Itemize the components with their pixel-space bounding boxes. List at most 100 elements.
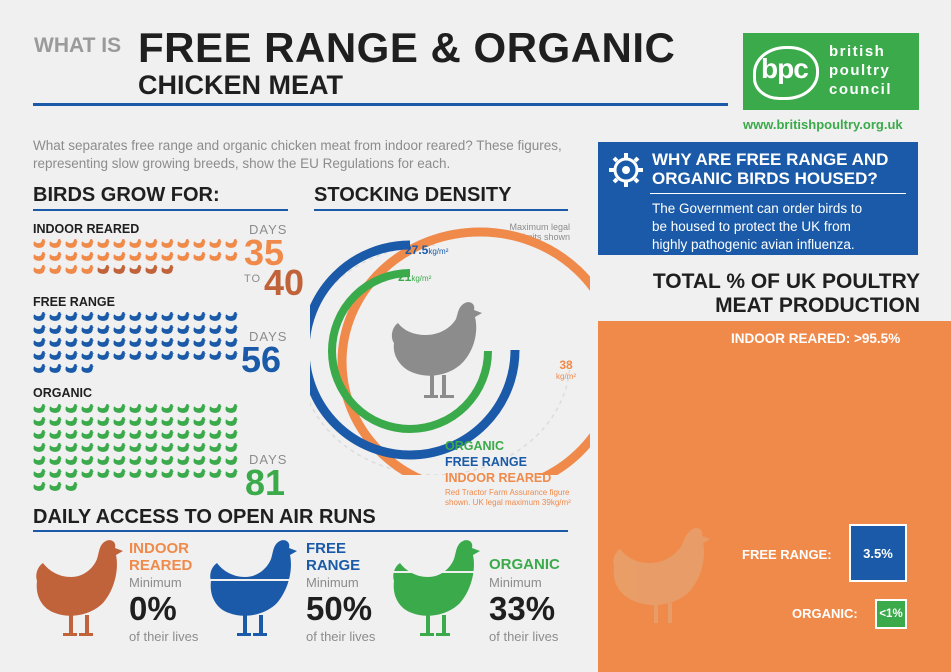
total-heading-line-2: MEAT PRODUCTION (715, 294, 920, 317)
chicken-icon (81, 403, 94, 413)
chicken-icon (145, 251, 158, 261)
chicken-icon (145, 311, 158, 321)
chicken-icon (177, 311, 190, 321)
chicken-icon (225, 455, 238, 465)
free-range-chicken-grid (33, 311, 238, 374)
organic-density-unit: kg/m² (411, 274, 432, 283)
chicken-icon (97, 468, 110, 478)
chicken-icon (33, 468, 46, 478)
chicken-icon (65, 337, 78, 347)
chicken-icon (97, 416, 110, 426)
logo-line-2: poultry (829, 62, 891, 79)
chicken-icon (161, 324, 174, 334)
chicken-icon (81, 455, 94, 465)
free-range-hen-icon (207, 540, 302, 636)
chicken-icon (177, 468, 190, 478)
chicken-icon (193, 403, 206, 413)
chicken-icon (161, 311, 174, 321)
indoor-chicken-grid (33, 238, 238, 275)
chicken-icon (65, 324, 78, 334)
access-pct-free-range: 50% (306, 590, 373, 627)
organic-days-label: DAYS (249, 452, 288, 467)
chicken-icon (145, 264, 158, 274)
chicken-icon (65, 350, 78, 360)
grow-heading: BIRDS GROW FOR: (33, 184, 220, 206)
free-range-days-label: DAYS (249, 329, 288, 344)
chicken-icon (81, 363, 94, 373)
indoor-hen-icon (36, 540, 123, 636)
free-range-density: 27.5kg/m² (405, 241, 448, 259)
density-note: Maximum legal limits shown (509, 222, 570, 242)
free-range-ring (310, 240, 520, 460)
chicken-icon (193, 455, 206, 465)
chicken-icon (161, 416, 174, 426)
chicken-icon (193, 238, 206, 248)
chicken-icon (33, 238, 46, 248)
density-footnote-1: Red Tractor Farm Assurance figure (445, 488, 570, 497)
access-title-indoor-2: REARED (129, 557, 193, 574)
chicken-icon (65, 311, 78, 321)
density-footnote-2: shown. UK legal maximum 39kg/m² (445, 498, 571, 507)
free-range-share-label: FREE RANGE: (742, 547, 832, 562)
chicken-icon (177, 429, 190, 439)
chicken-icon (49, 442, 62, 452)
chicken-icon (161, 442, 174, 452)
free-range-density-value: 27.5 (405, 243, 429, 257)
website-link[interactable]: www.britishpoultry.org.uk (743, 117, 903, 132)
indoor-days-label: DAYS (249, 222, 288, 237)
chicken-icon (129, 264, 142, 274)
chicken-icon (65, 416, 78, 426)
chicken-icon (65, 429, 78, 439)
chicken-icon (33, 455, 46, 465)
organic-ring (328, 269, 492, 433)
chicken-icon (113, 468, 126, 478)
chicken-icon (209, 337, 222, 347)
free-range-days-value: 56 (241, 339, 282, 380)
chicken-icon (145, 455, 158, 465)
chicken-icon (97, 350, 110, 360)
chicken-icon (113, 337, 126, 347)
chicken-icon (145, 429, 158, 439)
why-text: The Government can order birds to be hou… (652, 200, 862, 254)
chicken-icon (113, 264, 126, 274)
why-text-line-3: highly pathogenic avian influenza. (652, 237, 855, 252)
density-label-free-range: FREE RANGE (445, 455, 527, 469)
chicken-icon (193, 251, 206, 261)
chicken-icon (49, 363, 62, 373)
chicken-icon (129, 455, 142, 465)
density-divider (314, 209, 568, 211)
chicken-icon (65, 455, 78, 465)
chicken-icon (129, 311, 142, 321)
chicken-icon (225, 251, 238, 261)
chicken-icon (129, 238, 142, 248)
chicken-icon (193, 311, 206, 321)
chicken-icon (177, 324, 190, 334)
chicken-icon (225, 311, 238, 321)
chicken-icon (81, 251, 94, 261)
chicken-icon (49, 403, 62, 413)
chicken-icon (81, 238, 94, 248)
access-title-indoor: INDOOR REARED (129, 540, 192, 574)
title-prefix: WHAT IS (34, 34, 122, 57)
chicken-icon (49, 324, 62, 334)
chicken-icon (49, 429, 62, 439)
chicken-icon (193, 429, 206, 439)
chicken-icon (193, 350, 206, 360)
chicken-icon (193, 416, 206, 426)
chicken-icon (177, 238, 190, 248)
chicken-icon (129, 403, 142, 413)
chicken-icon (177, 251, 190, 261)
access-lives-free-range: of their lives (306, 629, 376, 644)
chicken-icon (161, 238, 174, 248)
free-range-share-value: 3.5% (849, 524, 907, 582)
chicken-icon (81, 416, 94, 426)
chicken-icon (193, 468, 206, 478)
chicken-icon (49, 350, 62, 360)
chicken-icon (193, 324, 206, 334)
chicken-icon (65, 481, 78, 491)
density-chart (310, 227, 590, 475)
chicken-icon (49, 337, 62, 347)
free-range-density-unit: kg/m² (428, 247, 449, 256)
chicken-icon (33, 442, 46, 452)
chicken-icon (209, 238, 222, 248)
